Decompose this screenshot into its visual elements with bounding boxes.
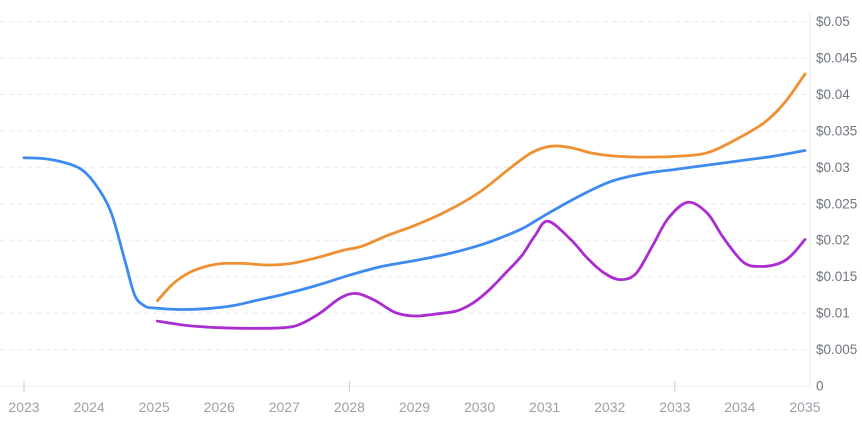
y-axis-tick-label: 0	[816, 379, 824, 394]
y-axis-tick-label: $0.05	[816, 14, 850, 29]
x-axis-tick-label: 2023	[8, 399, 39, 415]
x-axis-labels: 2023 2024 2025 2026 2027 2028 2029 2030 2031 2032…	[8, 399, 820, 415]
chart-series	[22, 72, 807, 330]
x-axis-tick-label: 2027	[269, 399, 300, 415]
x-axis-tick-label: 2035	[789, 399, 820, 415]
x-axis-tick-label: 2033	[659, 399, 690, 415]
orange-line	[156, 72, 807, 303]
gridlines	[0, 21, 810, 387]
x-axis-tick-label: 2024	[74, 399, 105, 415]
y-axis-tick-label: $0.04	[816, 87, 850, 102]
y-axis-tick-label: $0.005	[816, 342, 857, 357]
y-axis-labels: $0.05 $0.045 $0.04 $0.035 $0.03 $0.025 $0.02 $0…	[816, 14, 857, 394]
y-axis-tick-label: $0.02	[816, 233, 850, 248]
y-axis-tick-label: $0.03	[816, 160, 850, 175]
x-axis-tick-label: 2029	[399, 399, 430, 415]
x-axis-tick-label: 2028	[334, 399, 365, 415]
y-axis-tick-label: $0.01	[816, 306, 850, 321]
axes	[23, 13, 811, 392]
x-axis-tick-label: 2034	[724, 399, 755, 415]
x-axis-tick-label: 2030	[464, 399, 495, 415]
x-axis-tick-label: 2031	[529, 399, 560, 415]
purple-line	[156, 200, 807, 330]
y-axis-tick-label: $0.035	[816, 123, 857, 138]
x-axis-tick-label: 2025	[139, 399, 170, 415]
y-axis-tick-label: $0.015	[816, 269, 857, 284]
y-axis-tick-label: $0.025	[816, 196, 857, 211]
x-axis-tick-label: 2026	[204, 399, 235, 415]
y-axis-tick-label: $0.045	[816, 50, 857, 65]
x-axis-tick-label: 2032	[594, 399, 625, 415]
blue-line	[22, 149, 807, 311]
